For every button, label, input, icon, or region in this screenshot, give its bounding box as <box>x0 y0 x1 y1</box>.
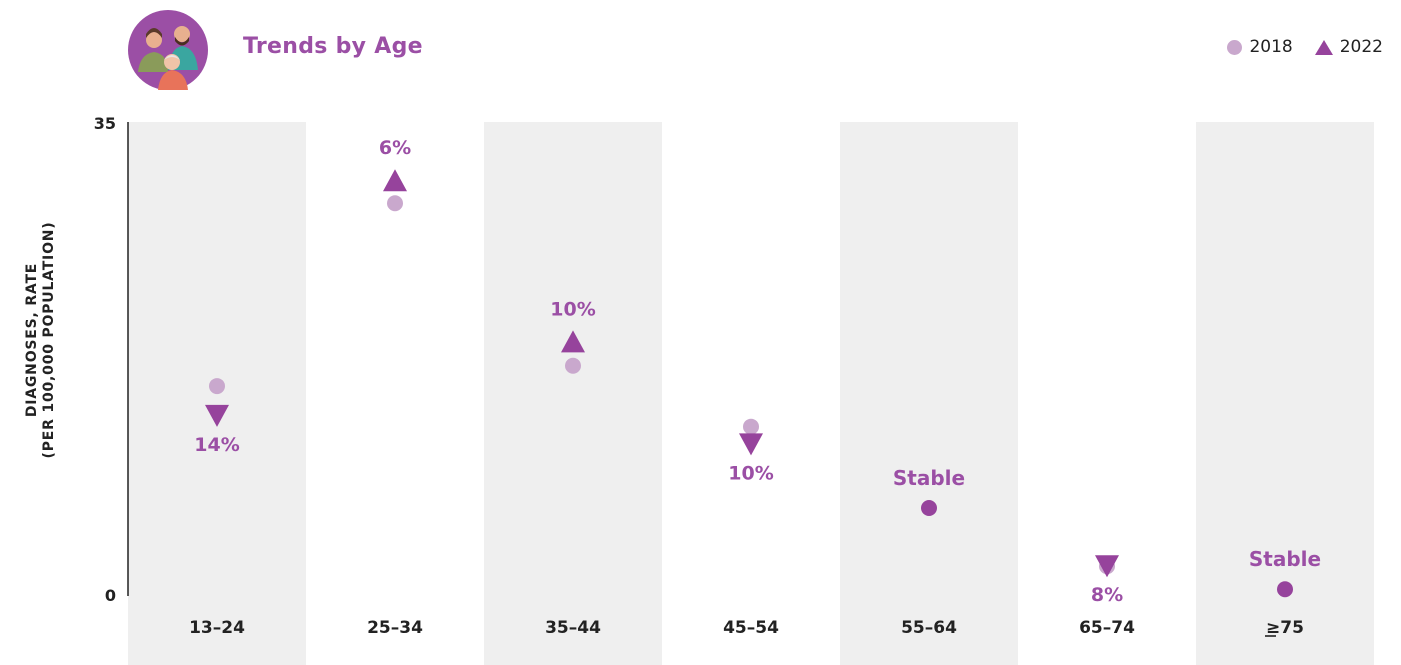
change-label: 10% <box>550 298 595 320</box>
y-axis-label-line2: (PER 100,000 POPULATION) <box>41 222 57 459</box>
data-point-2022 <box>1277 581 1293 598</box>
x-tick-label: 35–44 <box>545 618 601 638</box>
x-tick-label: 45–54 <box>723 618 779 638</box>
change-label: 8% <box>1091 584 1123 606</box>
x-tick-label: 25–34 <box>367 618 423 638</box>
category-band <box>1196 122 1374 665</box>
change-label: 10% <box>728 462 773 484</box>
y-axis-label-line1: DIAGNOSES, RATE <box>24 263 40 417</box>
legend-item-2022: 2022 <box>1314 37 1383 57</box>
change-label: Stable <box>1249 547 1321 571</box>
category-band <box>484 122 662 665</box>
y-axis-label-svg: DIAGNOSES, RATE (PER 100,000 POPULATION) <box>24 222 57 459</box>
data-point-2022 <box>561 330 585 353</box>
data-point-2018 <box>209 378 225 395</box>
data-point-2022 <box>383 169 407 192</box>
data-point-2022 <box>739 433 763 456</box>
y-tick-label: 35 <box>94 114 116 133</box>
data-point-2022 <box>1095 555 1119 578</box>
data-point-2018 <box>743 418 759 435</box>
data-point-2018 <box>387 195 403 212</box>
legend-triangle-marker <box>1314 39 1333 55</box>
change-label: Stable <box>893 466 965 490</box>
data-point-2022 <box>921 499 937 516</box>
chart-header: Trends by Age 2018 2022 <box>0 0 1401 100</box>
legend-circle-marker <box>1227 39 1243 55</box>
x-tick-label: 13–24 <box>189 618 245 638</box>
y-tick-label: 0 <box>105 586 116 605</box>
category-band <box>840 122 1018 665</box>
change-label: 14% <box>194 434 239 456</box>
x-tick-label: 55–64 <box>901 618 957 638</box>
chart-plot: 35 0 13–24 25–34 35–44 45–54 55–64 65–74 ≥75 14% 6… <box>94 114 1374 665</box>
legend: 2018 2022 <box>1213 37 1383 57</box>
chart-title: Trends by Age <box>243 34 423 59</box>
x-tick-label: 65–74 <box>1079 618 1135 638</box>
legend-label-2022: 2022 <box>1339 37 1383 57</box>
family-group-icon <box>128 10 208 90</box>
legend-label-2018: 2018 <box>1249 37 1293 57</box>
legend-item-2018: 2018 <box>1227 37 1293 57</box>
x-tick-label: ≥75 <box>1266 618 1304 638</box>
data-point-2022 <box>205 404 229 427</box>
data-point-2018 <box>565 357 581 374</box>
y-axis-label: DIAGNOSES, RATE (PER 100,000 POPULATION) <box>12 140 57 540</box>
change-label: 6% <box>379 137 411 159</box>
